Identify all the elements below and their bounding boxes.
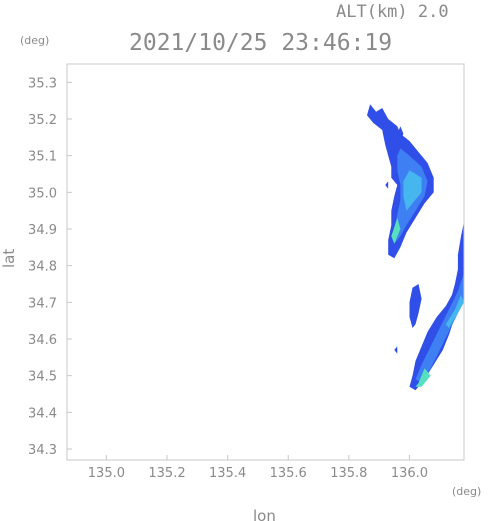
x-tick-label: 135.2 [148,466,185,481]
echo-region-high [415,368,431,387]
echo-regions [367,104,464,391]
y-tick-label: 34.5 [28,370,57,385]
x-tick-label: 135.0 [88,466,125,481]
x-axis-ticks: 135.0 135.2 135.4 135.6 135.8 136.0 [88,455,428,481]
y-tick-label: 35.2 [28,113,57,128]
timestamp-title: 2021/10/25 23:46:19 [129,30,392,56]
echo-region-low [385,181,389,189]
echo-region-high [391,218,401,244]
echo-region-low [397,126,404,141]
y-tick-label: 35.1 [28,150,57,165]
echo-region-low [409,284,422,328]
y-axis-title: lat [0,249,18,268]
y-tick-label: 34.3 [28,443,57,458]
x-axis-title: lon [253,507,276,521]
y-axis-ticks: 34.3 34.4 34.5 34.6 34.7 34.8 34.9 35.0 35.1 35.2… [28,76,72,458]
echo-region-mid-high [445,295,464,328]
y-tick-label: 34.7 [28,296,57,311]
altitude-label: ALT(km) 2.0 [336,2,449,22]
x-tick-label: 135.6 [270,466,307,481]
y-tick-label: 34.4 [28,406,57,421]
y-tick-label: 35.3 [28,76,57,91]
y-tick-label: 35.0 [28,186,57,201]
x-tick-label: 135.8 [330,466,367,481]
echo-region-mid [415,273,464,383]
echo-region-mid-high [403,170,422,211]
x-tick-label: 136.0 [391,466,428,481]
y-axis-unit: (deg) [20,34,49,47]
x-tick-label: 135.4 [209,466,246,481]
echo-region-low [409,221,464,391]
plot-frame [66,63,465,461]
y-tick-label: 34.6 [28,333,57,348]
echo-region-low [394,346,398,354]
y-tick-label: 34.8 [28,260,57,275]
y-tick-label: 34.9 [28,223,57,238]
x-axis-unit: (deg) [452,485,481,498]
